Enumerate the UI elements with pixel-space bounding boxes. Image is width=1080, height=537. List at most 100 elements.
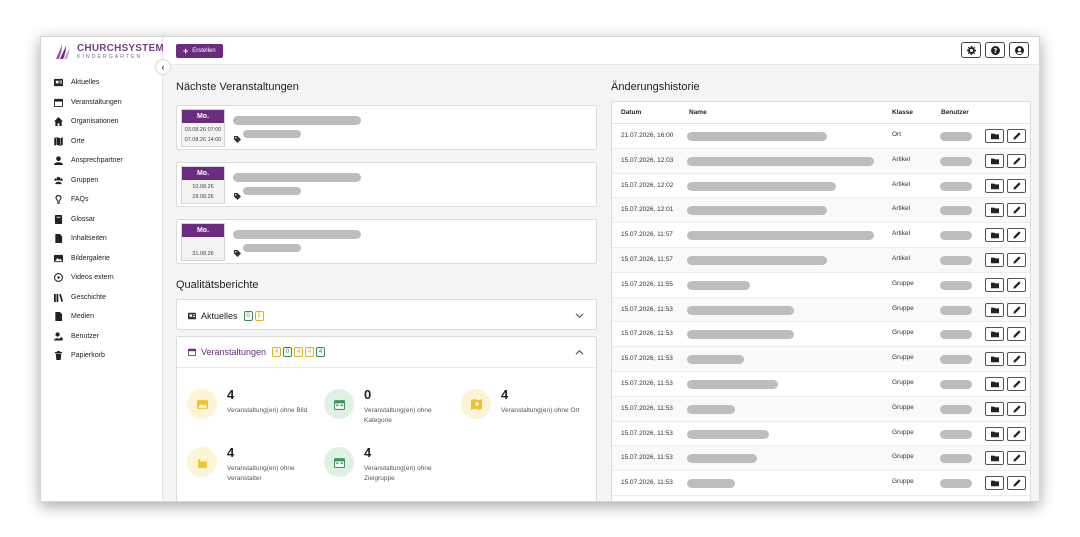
open-folder-button[interactable] xyxy=(985,252,1004,267)
brand-subtitle: KINDERGARTEN xyxy=(77,53,143,60)
users-icon xyxy=(53,176,63,185)
sidebar-item-gruppen[interactable]: Gruppen xyxy=(41,171,162,191)
table-row[interactable]: 15.07.2026, 11:53 Gruppe xyxy=(612,372,1030,397)
event-card[interactable]: Mo. 10.08.26 28.08.26 xyxy=(176,162,597,207)
quality-veranstaltungen-header[interactable]: Veranstaltungen 4 0 4 4 4 xyxy=(177,337,596,368)
calendar-icon xyxy=(53,98,63,107)
table-row[interactable]: 15.07.2026, 11:53 Gruppe xyxy=(612,446,1030,472)
sidebar-item-medien[interactable]: Medien xyxy=(41,307,162,327)
row-user-placeholder xyxy=(940,305,972,315)
table-row[interactable]: 15.07.2026, 12:03 Artikel xyxy=(612,148,1030,174)
edit-button[interactable] xyxy=(1007,352,1026,367)
row-klasse: Gruppe xyxy=(892,304,914,312)
edit-button[interactable] xyxy=(1007,252,1026,267)
edit-button[interactable] xyxy=(1007,302,1026,317)
table-row[interactable]: 15.07.2026, 11:53 Gruppe xyxy=(612,422,1030,447)
table-row[interactable]: 15.07.2026, 12:02 Artikel xyxy=(612,174,1030,199)
pencil-icon xyxy=(1012,454,1021,462)
open-folder-button[interactable] xyxy=(985,178,1004,193)
table-row[interactable]: 21.07.2026, 16:00 Ort xyxy=(612,124,1030,149)
edit-button[interactable] xyxy=(1007,178,1026,193)
table-row[interactable]: 15.07.2026, 12:01 Artikel xyxy=(612,198,1030,224)
column-header-klasse[interactable]: Klasse xyxy=(892,109,913,116)
sidebar-item-orte[interactable]: Orte xyxy=(41,132,162,152)
sidebar-item-papierkorb[interactable]: Papierkorb xyxy=(41,346,162,366)
table-row[interactable]: 15.07.2026, 11:55 Gruppe xyxy=(612,273,1030,298)
open-folder-button[interactable] xyxy=(985,426,1004,441)
event-card[interactable]: Mo. 03.08.26 07:00 07.08.26 14:00 xyxy=(176,105,597,150)
folder-open-icon xyxy=(990,132,999,140)
sidebar-item-organisationen[interactable]: Organisationen xyxy=(41,112,162,132)
brand-logo[interactable]: CHURCHSYSTEM KINDERGARTEN xyxy=(41,37,164,67)
table-row[interactable]: 15.07.2026, 11:57 Artikel xyxy=(612,223,1030,248)
account-button[interactable] xyxy=(1009,42,1029,58)
event-date-end: 28.08.26 xyxy=(192,194,214,200)
chevron-down-icon[interactable] xyxy=(575,311,584,320)
building-icon xyxy=(197,458,207,468)
pencil-icon xyxy=(1012,231,1021,239)
open-folder-button[interactable] xyxy=(985,277,1004,292)
open-folder-button[interactable] xyxy=(985,203,1004,218)
status-badge: 0 xyxy=(283,347,293,357)
open-folder-button[interactable] xyxy=(985,376,1004,391)
quality-aktuelles-panel[interactable]: Aktuelles 0 5 xyxy=(176,299,597,330)
row-name-placeholder xyxy=(687,181,836,191)
edit-button[interactable] xyxy=(1007,228,1026,243)
table-row[interactable]: 15.07.2026, 11:57 Artikel xyxy=(612,247,1030,273)
open-folder-button[interactable] xyxy=(985,476,1004,491)
chevron-up-icon[interactable] xyxy=(575,348,584,357)
row-date: 15.07.2026, 12:02 xyxy=(621,181,674,189)
quality-aktuelles-header[interactable]: Aktuelles 0 5 xyxy=(177,300,596,331)
table-row[interactable]: 15.07.2026, 11:53 Gruppe xyxy=(612,322,1030,348)
sidebar-item-benutzer[interactable]: Benutzer xyxy=(41,327,162,347)
edit-button[interactable] xyxy=(1007,203,1026,218)
sidebar-item-glossar[interactable]: Glossar xyxy=(41,210,162,230)
sidebar-item-label: Geschichte xyxy=(71,293,107,301)
status-badge: 4 xyxy=(305,347,315,357)
edit-button[interactable] xyxy=(1007,401,1026,416)
sidebar-item-ansprechpartner[interactable]: Ansprechpartner xyxy=(41,151,162,171)
row-date: 21.07.2026, 16:00 xyxy=(621,132,674,139)
sidebar-item-label: Aktuelles xyxy=(71,79,100,87)
sidebar-item-geschichte[interactable]: Geschichte xyxy=(41,288,162,308)
edit-button[interactable] xyxy=(1007,129,1026,143)
open-folder-button[interactable] xyxy=(985,302,1004,317)
column-header-benutzer[interactable]: Benutzer xyxy=(941,109,969,116)
event-card[interactable]: Mo. 31.08.26 xyxy=(176,219,597,264)
open-folder-button[interactable] xyxy=(985,129,1004,143)
edit-button[interactable] xyxy=(1007,153,1026,168)
library-icon xyxy=(53,293,63,302)
create-button[interactable]: + Erstellen xyxy=(176,44,223,58)
help-button[interactable]: ? xyxy=(985,42,1005,58)
open-folder-button[interactable] xyxy=(985,228,1004,243)
edit-button[interactable] xyxy=(1007,277,1026,292)
sidebar-item-veranstaltungen[interactable]: Veranstaltungen xyxy=(41,93,162,113)
open-folder-button[interactable] xyxy=(985,451,1004,466)
sidebar-item-faqs[interactable]: FAQs xyxy=(41,190,162,210)
sidebar-item-videos-extern[interactable]: Videos extern xyxy=(41,268,162,288)
edit-button[interactable] xyxy=(1007,327,1026,342)
edit-button[interactable] xyxy=(1007,451,1026,466)
open-folder-button[interactable] xyxy=(985,401,1004,416)
sidebar-item-aktuelles[interactable]: Aktuelles xyxy=(41,73,162,93)
edit-button[interactable] xyxy=(1007,376,1026,391)
table-row[interactable]: 15.07.2026, 11:53 Gruppe xyxy=(612,297,1030,323)
book-icon xyxy=(53,214,63,224)
edit-button[interactable] xyxy=(1007,426,1026,441)
column-header-datum[interactable]: Datum xyxy=(621,109,642,116)
sidebar-item-bildergalerie[interactable]: Bildergalerie xyxy=(41,249,162,269)
open-folder-button[interactable] xyxy=(985,153,1004,168)
sidebar-item-inhaltseiten[interactable]: Inhaltseiten xyxy=(41,229,162,249)
collapse-sidebar-button[interactable]: ‹ xyxy=(155,59,171,75)
table-row[interactable]: 15.07.2026, 11:53 Gruppe xyxy=(612,347,1030,372)
row-date: 15.07.2026, 11:57 xyxy=(621,231,673,239)
open-folder-button[interactable] xyxy=(985,352,1004,367)
column-header-name[interactable]: Name xyxy=(689,109,707,116)
settings-button[interactable] xyxy=(961,42,981,58)
tag-icon xyxy=(234,244,241,257)
table-row[interactable]: 15.07.2026, 11:53 Gruppe xyxy=(612,471,1030,496)
folder-open-icon xyxy=(990,405,999,413)
table-row[interactable]: 15.07.2026, 11:53 Gruppe xyxy=(612,396,1030,422)
edit-button[interactable] xyxy=(1007,476,1026,491)
open-folder-button[interactable] xyxy=(985,327,1004,342)
